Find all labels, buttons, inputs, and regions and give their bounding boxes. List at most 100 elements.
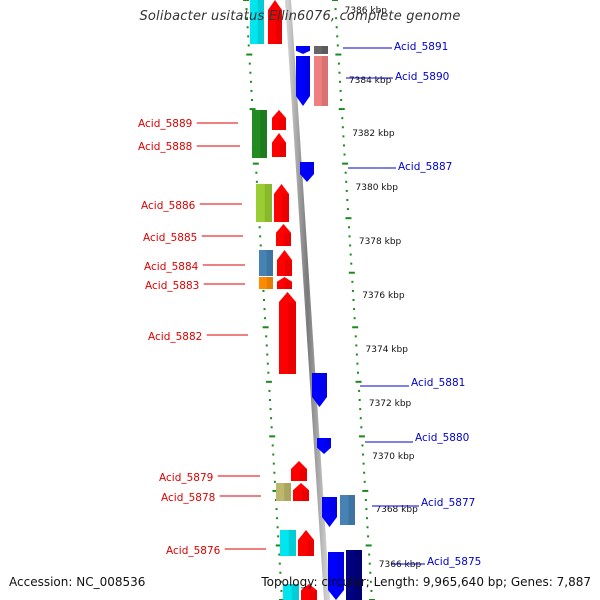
gene-feature [283, 584, 299, 600]
tick-dot [259, 235, 262, 238]
tick-dot [358, 399, 361, 401]
tick-dot [352, 326, 359, 329]
gene-feature-shade [324, 438, 331, 448]
gene-feature-shade [321, 46, 328, 54]
tick-dot [370, 589, 373, 592]
tick-dot [266, 353, 269, 356]
tick-dot [355, 380, 362, 383]
tick-dot [360, 426, 363, 429]
forward-gene-label: Acid_5879 [159, 472, 213, 484]
tick-dot [349, 244, 352, 247]
genome-info-label: Topology: circular; Length: 9,965,640 bp… [261, 575, 591, 589]
tick-dot [249, 71, 252, 74]
tick-dot [276, 517, 279, 520]
tick-dot [279, 571, 282, 574]
gene-feature-shade [301, 490, 309, 501]
tick-dot [350, 262, 353, 265]
gene-feature-shade [284, 483, 291, 501]
tick-dot [272, 453, 275, 456]
reverse-gene-label: Acid_5891 [394, 41, 448, 53]
tick-dot [266, 362, 269, 365]
map-title: Solibacter usitatus Ellin6076, complete … [139, 9, 461, 24]
tick-dot [255, 171, 258, 174]
gene-labels: Acid_5889 Acid_5888 Acid_5886 Acid_5885 Acid… [138, 41, 481, 568]
tick-dot [361, 444, 364, 447]
tick-dot [269, 399, 271, 401]
scale-label: 7370 kbp [372, 452, 415, 462]
tick-dot [342, 135, 345, 138]
gene-feature [277, 277, 292, 289]
tick-dot [335, 53, 342, 56]
tick-dot [345, 217, 352, 220]
tick-dot [268, 389, 271, 392]
tick-dot [246, 26, 249, 29]
tick-dot [245, 8, 248, 11]
tick-dot [249, 80, 252, 83]
gene-feature [296, 46, 310, 54]
gene-feature-shade [275, 10, 282, 44]
gene-feature-shade [307, 162, 314, 174]
tick-dot [355, 344, 358, 347]
tick-dot [339, 89, 342, 92]
tick-dot [278, 562, 281, 565]
gene-feature-shade [299, 469, 307, 481]
gene-feature-shade [282, 194, 289, 222]
gene-feature [250, 0, 264, 44]
tick-dot [258, 226, 261, 229]
forward-gene-label: Acid_5884 [144, 261, 199, 273]
tick-dot [255, 180, 258, 183]
gene-feature-shade [354, 550, 362, 600]
forward-gene-label: Acid_5886 [141, 200, 196, 212]
tick-dot [365, 517, 368, 520]
tick-dot [251, 99, 253, 101]
gene-feature [314, 56, 328, 106]
gene-feature [298, 530, 314, 556]
tick-dot [343, 153, 346, 156]
tick-dot [344, 171, 347, 174]
scale-label: 7384 kbp [349, 76, 392, 86]
tick-dot [348, 271, 355, 274]
tick-dot [363, 471, 366, 474]
reverse-gene-label: Acid_5877 [421, 497, 475, 509]
tick-dot [358, 389, 361, 392]
gene-feature-shade [285, 281, 292, 289]
tick-dot [369, 580, 372, 583]
gene-feature-shade [260, 110, 267, 158]
gene-feature [272, 110, 286, 130]
tick-dot [246, 53, 253, 56]
tick-dot [259, 244, 262, 247]
tick-dot [349, 253, 352, 256]
tick-dot [345, 180, 348, 183]
tick-dot [339, 80, 342, 83]
gene-feature [340, 495, 355, 525]
tick-dot [265, 335, 268, 338]
gene-feature [300, 162, 314, 182]
tick-dot [356, 371, 359, 374]
tick-dot [346, 199, 349, 201]
gene-feature [301, 584, 317, 600]
tick-dot [368, 553, 371, 556]
tick-dot [334, 8, 337, 11]
tick-dot [265, 344, 268, 347]
tick-dot [335, 17, 338, 20]
tick-dot [341, 126, 344, 129]
accession-label: Accession: NC_008536 [9, 575, 146, 589]
tick-dot [337, 62, 340, 65]
tick-dot [351, 289, 354, 292]
tick-dot [353, 317, 356, 320]
tick-dot [369, 571, 372, 574]
scale-label: 7376 kbp [362, 291, 405, 301]
gene-feature [274, 184, 289, 222]
gene-features [250, 0, 362, 600]
tick-dot [272, 489, 279, 492]
tick-dot [348, 235, 351, 238]
gene-feature [276, 224, 291, 246]
tick-dot [270, 426, 273, 429]
gene-feature-shade [279, 142, 286, 157]
tick-dot [362, 489, 369, 492]
gene-feature-shade [288, 530, 296, 556]
gene-feature [277, 250, 292, 276]
gene-feature [322, 497, 337, 527]
forward-gene-label: Acid_5882 [148, 331, 202, 343]
